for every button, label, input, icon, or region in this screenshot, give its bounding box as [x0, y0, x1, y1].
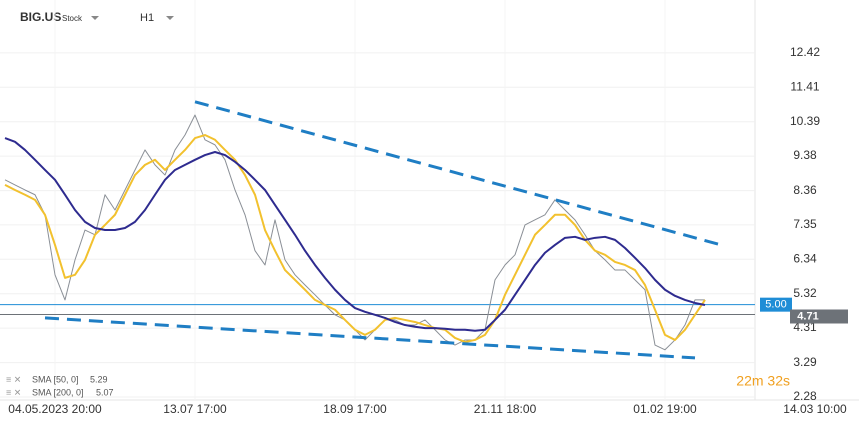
trendline [194, 100, 726, 248]
legend-icon: ≡ ✕ [6, 387, 21, 397]
x-tick-label: 13.07 17:00 [163, 402, 227, 416]
legend-icon: ≡ ✕ [6, 374, 21, 384]
x-tick-label: 14.03 10:00 [783, 402, 847, 416]
interval-dropdown[interactable] [166, 16, 174, 20]
price-level-box [790, 309, 848, 324]
price-level-box [760, 297, 792, 312]
y-tick-label: 3.29 [793, 355, 817, 369]
x-tick-label: 01.02 19:00 [633, 402, 697, 416]
trendline [44, 316, 696, 360]
instrument-type: Stock [62, 14, 83, 23]
interval[interactable]: H1 [140, 12, 154, 24]
symbol-dropdown[interactable] [91, 16, 99, 20]
legend-value: 5.29 [90, 374, 108, 384]
y-tick-label: 4.31 [793, 320, 817, 334]
y-tick-label: 6.34 [793, 251, 817, 265]
x-tick-label: 04.05.2023 20:00 [8, 402, 102, 416]
y-tick-label: 7.35 [793, 217, 817, 231]
price-level-label: 4.71 [797, 310, 818, 322]
symbol: BIG.US [20, 10, 61, 24]
x-tick-label: 18.09 17:00 [323, 402, 387, 416]
legend-value: 5.07 [96, 387, 114, 397]
legend-name: SMA [200, 0] [32, 387, 84, 397]
y-tick-label: 5.32 [793, 286, 817, 300]
price-level-label: 5.00 [765, 299, 786, 311]
countdown: 22m 32s [736, 373, 790, 389]
y-tick-label: 12.42 [790, 45, 820, 59]
y-tick-label: 9.38 [793, 148, 817, 162]
x-tick-label: 21.11 18:00 [474, 402, 537, 416]
series-line [4, 137, 706, 332]
y-tick-label: 2.28 [793, 389, 817, 403]
series-line [4, 134, 706, 343]
y-tick-label: 11.41 [790, 79, 819, 93]
y-tick-label: 8.36 [793, 183, 817, 197]
y-tick-label: 10.39 [790, 114, 820, 128]
legend-name: SMA [50, 0] [32, 374, 79, 384]
